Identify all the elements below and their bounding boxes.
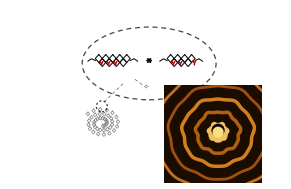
Circle shape xyxy=(212,124,224,136)
Circle shape xyxy=(213,127,223,137)
